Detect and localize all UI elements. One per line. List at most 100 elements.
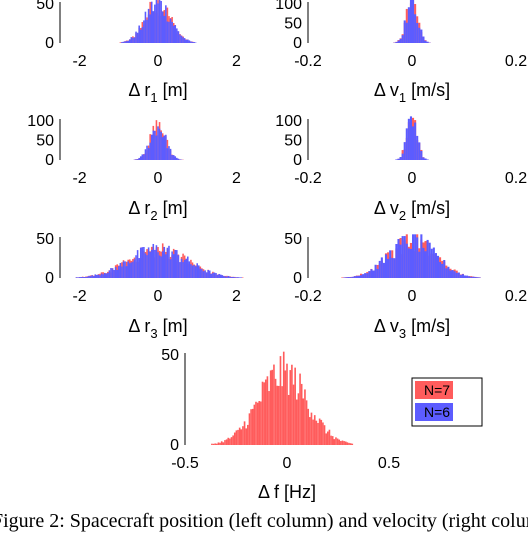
histogram-bar	[292, 384, 295, 445]
histogram-bar	[416, 135, 419, 160]
histogram-bar	[212, 272, 214, 278]
histogram-bar	[165, 134, 167, 160]
histogram-bar	[336, 438, 339, 445]
histogram-bar	[138, 157, 140, 160]
histogram-bar	[116, 269, 119, 278]
histogram-bar	[418, 142, 421, 160]
histogram-bar	[238, 277, 241, 278]
histogram-bar	[286, 363, 288, 445]
histogram-bar	[193, 264, 195, 278]
histogram-bar	[281, 386, 283, 445]
histogram-bar	[426, 41, 429, 43]
histogram-bar	[395, 159, 398, 160]
histogram-bar	[407, 248, 410, 278]
histogram-bar	[135, 255, 137, 278]
y-tick-label: 0	[45, 270, 54, 287]
histogram-bar	[121, 266, 123, 278]
histogram-bar	[447, 266, 450, 278]
histogram-bar	[420, 234, 423, 278]
x-tick-label: 0.2	[505, 170, 527, 187]
histogram-bar	[110, 268, 112, 278]
histogram-bar	[309, 417, 311, 445]
x-axis-label: Δ v1 [m/s]	[374, 80, 450, 105]
histogram-bar	[177, 31, 180, 43]
histogram-bar	[426, 239, 429, 278]
histogram-bar	[276, 385, 279, 445]
x-tick-label: 2	[232, 288, 241, 305]
histogram-bar	[174, 249, 177, 278]
histogram-bar	[183, 38, 186, 43]
histogram-bar	[85, 276, 87, 278]
histogram-bar	[177, 158, 180, 160]
histogram-bar	[169, 259, 172, 278]
histogram-bar	[135, 159, 137, 160]
histogram-bar	[248, 413, 251, 445]
histogram-bar	[172, 155, 175, 160]
histogram-bar	[459, 274, 462, 278]
x-axis-label: Δ v2 [m/s]	[374, 198, 450, 223]
histogram-bar	[384, 254, 388, 278]
y-tick-label: 50	[161, 347, 179, 364]
histogram-bar	[414, 122, 417, 160]
histogram-bar	[158, 128, 161, 160]
y-tick-label: 50	[284, 231, 302, 248]
histogram-bar	[299, 373, 301, 445]
histogram-bar	[113, 269, 115, 278]
histogram-bar	[436, 255, 440, 278]
histogram-bar	[185, 39, 188, 43]
histogram-bar	[315, 420, 318, 445]
histogram-bar	[382, 262, 385, 278]
histogram-bar	[190, 264, 192, 278]
histogram-bar	[100, 273, 103, 278]
histogram-bar	[160, 256, 162, 278]
histogram-bar	[155, 135, 158, 160]
histogram-bar	[235, 277, 238, 278]
histogram-bar	[428, 242, 431, 278]
histogram-bar	[171, 21, 173, 43]
histogram-bar	[282, 351, 285, 445]
histogram-bar	[260, 401, 262, 445]
y-tick-label: 0	[293, 152, 302, 169]
histogram-bar	[144, 11, 147, 43]
histogram-bar	[215, 272, 217, 278]
histogram-bar	[304, 389, 306, 445]
histogram-bar	[235, 430, 238, 445]
histogram-bar	[414, 234, 417, 278]
histogram-bar	[128, 263, 131, 278]
histogram-bar	[443, 259, 446, 278]
histogram-bar	[191, 265, 194, 278]
y-tick-label: 0	[293, 35, 302, 52]
histogram-bar	[378, 260, 381, 278]
histogram-bar	[161, 251, 164, 278]
histogram-bar	[232, 435, 234, 445]
histogram-bar	[472, 276, 475, 278]
histogram-bar	[176, 250, 178, 278]
histogram-bar	[94, 274, 97, 278]
histogram-bar	[478, 277, 481, 278]
x-tick-label: -0.5	[171, 455, 199, 472]
histogram-bar	[207, 270, 209, 278]
histogram-bar	[83, 277, 86, 278]
histogram-bar	[474, 277, 477, 278]
histogram-bar	[163, 246, 166, 278]
histogram-bar	[168, 146, 170, 160]
histogram-bar	[150, 134, 153, 160]
histogram-bar	[154, 249, 156, 278]
histogram-bar	[172, 254, 175, 278]
histogram-bar	[185, 258, 188, 278]
histogram-bar	[223, 275, 225, 278]
histogram-bar	[287, 394, 290, 445]
histogram-bar	[370, 269, 373, 278]
x-tick-label: 0	[408, 170, 417, 187]
histogram-bar	[218, 273, 220, 278]
x-tick-label: -2	[72, 288, 86, 305]
x-tick-label: 2	[232, 53, 241, 70]
series-n-6	[121, 0, 197, 44]
histogram-bar	[412, 126, 415, 160]
histogram-bar	[393, 258, 396, 278]
histogram-bar	[219, 274, 222, 278]
histogram-bar	[328, 429, 331, 445]
histogram-bar	[325, 433, 327, 445]
histogram-bar	[403, 142, 406, 160]
histogram-bar	[165, 254, 167, 278]
